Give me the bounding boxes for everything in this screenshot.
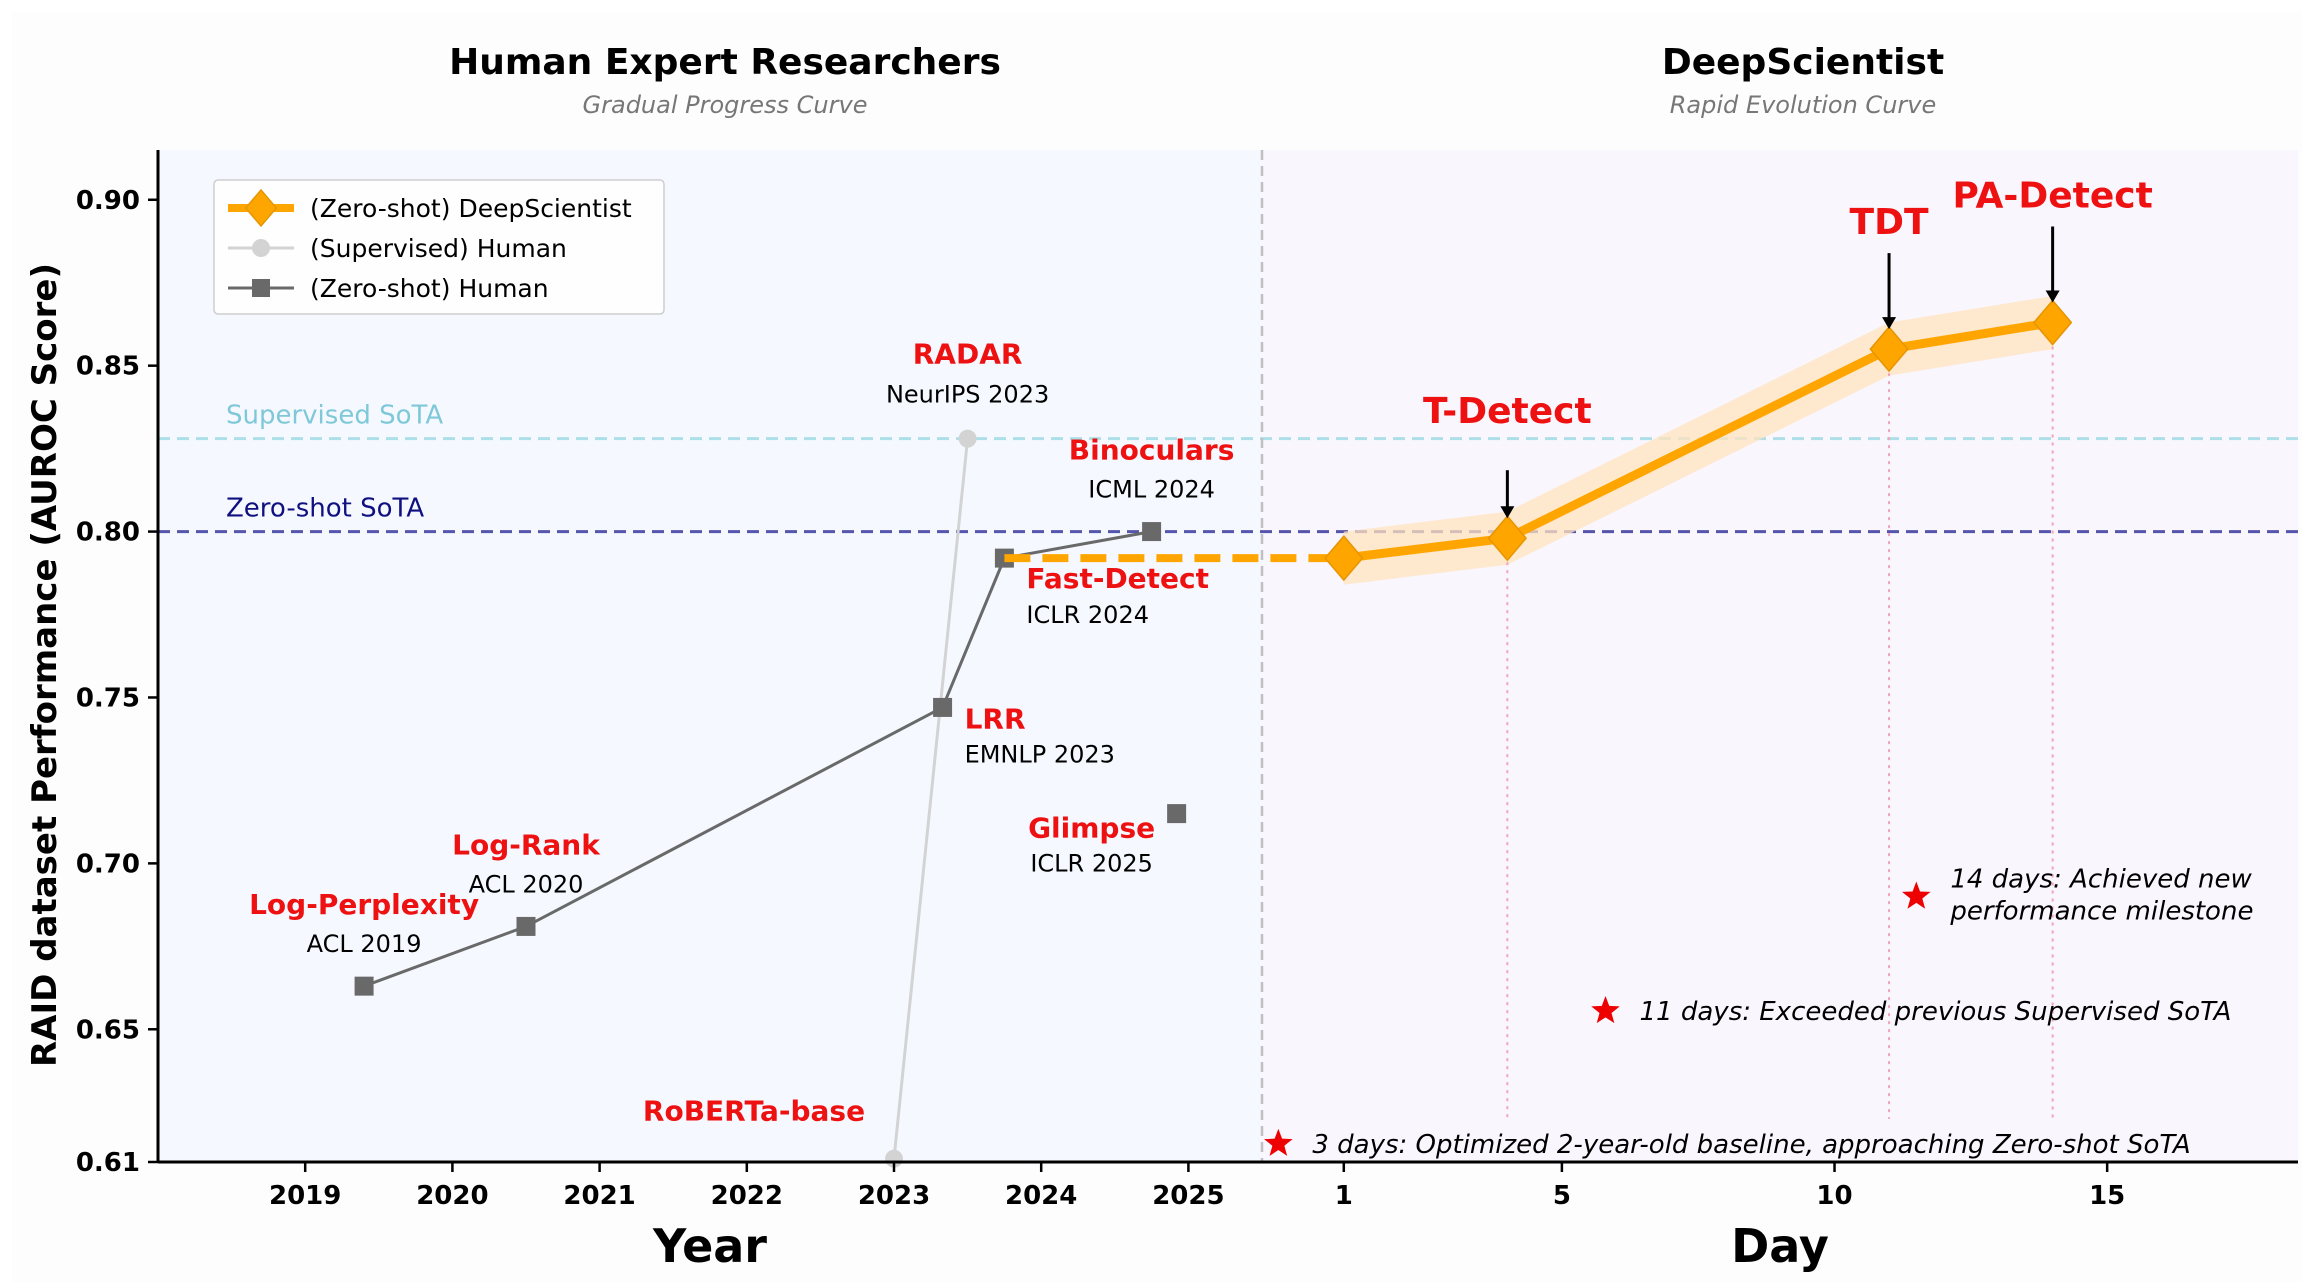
legend-circle-marker bbox=[252, 239, 270, 257]
method-label: Glimpse bbox=[1028, 812, 1155, 845]
method-label: LRR bbox=[965, 702, 1026, 735]
venue-label: ICML 2024 bbox=[1088, 476, 1215, 504]
venue-label: ACL 2019 bbox=[307, 930, 422, 958]
point-zeroshot-human bbox=[1167, 804, 1187, 824]
x-tick-label-day: 1 bbox=[1335, 1181, 1353, 1211]
x-axis-label-day: Day bbox=[1731, 1219, 1829, 1273]
axes-layer: 0.61 0.65 0.70 0.75 0.80 0.85 0.90 2019 2020 2021… bbox=[76, 150, 2298, 1211]
legend-diamond-marker bbox=[244, 188, 278, 228]
x-tick-label-year: 2019 bbox=[269, 1181, 341, 1211]
venue-label: NeurIPS 2023 bbox=[886, 381, 1049, 409]
x-tick-label-year: 2025 bbox=[1152, 1181, 1224, 1211]
venue-label: ICLR 2024 bbox=[1026, 601, 1149, 629]
x-tick-label-day: 10 bbox=[1816, 1181, 1852, 1211]
method-label: Fast-Detect bbox=[1026, 562, 1209, 595]
y-tick-label: 0.61 bbox=[76, 1148, 140, 1178]
left-panel-subtitle: Gradual Progress Curve bbox=[583, 91, 868, 119]
legend-entry-label: (Zero-shot) DeepScientist bbox=[310, 194, 632, 223]
x-tick-label-year: 2023 bbox=[858, 1181, 930, 1211]
deepscientist-method-label: PA-Detect bbox=[1952, 176, 2152, 217]
y-tick-label: 0.75 bbox=[76, 683, 140, 713]
point-deepscientist bbox=[1324, 534, 1364, 582]
legend-entry-label: (Zero-shot) Human bbox=[310, 274, 549, 303]
reference-lines bbox=[158, 150, 2298, 1162]
annotation-layer: Supervised SoTA Zero-shot SoTA RoBERTa-bas… bbox=[226, 176, 2253, 1160]
x-tick-label-year: 2022 bbox=[711, 1181, 783, 1211]
y-tick-label: 0.70 bbox=[76, 849, 140, 879]
milestone-star-icon bbox=[1264, 1128, 1293, 1156]
right-panel-subtitle: Rapid Evolution Curve bbox=[1670, 91, 1936, 119]
point-zeroshot-human bbox=[516, 916, 536, 936]
legend-entry-label: (Supervised) Human bbox=[310, 234, 567, 263]
venue-label: ACL 2020 bbox=[469, 870, 584, 898]
x-tick-label-year: 2021 bbox=[563, 1181, 635, 1211]
series-layer bbox=[354, 299, 2073, 1168]
y-tick-label: 0.90 bbox=[76, 186, 140, 216]
point-zeroshot-human bbox=[354, 976, 374, 996]
right-panel-background bbox=[1262, 150, 2298, 1162]
method-label: Binoculars bbox=[1069, 434, 1235, 467]
method-label: RADAR bbox=[913, 338, 1023, 371]
reference-line-label: Zero-shot SoTA bbox=[226, 494, 424, 524]
deepscientist-method-label: TDT bbox=[1850, 202, 1929, 243]
milestone-text: 14 days: Achieved new performance milesto… bbox=[1949, 865, 2253, 927]
point-deepscientist bbox=[2032, 299, 2073, 346]
point-zeroshot-human bbox=[933, 697, 953, 717]
venue-label: ICLR 2025 bbox=[1030, 850, 1153, 878]
point-zeroshot-human bbox=[1142, 522, 1162, 542]
x-tick-label-day: 15 bbox=[2089, 1181, 2125, 1211]
milestone-star-icon bbox=[1902, 881, 1931, 909]
venue-label: EMNLP 2023 bbox=[965, 740, 1115, 768]
annotation-arrow-head bbox=[1882, 317, 1897, 330]
x-tick-label-year: 2024 bbox=[1005, 1181, 1077, 1211]
left-panel-background bbox=[158, 150, 1262, 1162]
y-axis-label: RAID dataset Performance (AUROC Score) bbox=[25, 263, 65, 1067]
x-tick-label-year: 2020 bbox=[416, 1181, 488, 1211]
point-supervised-human bbox=[958, 429, 977, 448]
legend-square-marker bbox=[252, 279, 270, 297]
point-deepscientist bbox=[1869, 325, 1909, 373]
left-panel-title: Human Expert Researchers bbox=[449, 42, 1001, 83]
legend-box bbox=[213, 179, 665, 315]
y-tick-label: 0.85 bbox=[76, 352, 140, 382]
annotation-arrow-head bbox=[2045, 290, 2060, 303]
method-label: Log-Rank bbox=[452, 828, 601, 861]
method-label: RoBERTa-base bbox=[643, 1095, 865, 1128]
legend: (Zero-shot) DeepScientist (Supervised) Hu… bbox=[213, 179, 665, 315]
milestone-star-icon bbox=[1591, 996, 1620, 1024]
series-line-supervised-human bbox=[892, 438, 970, 1159]
deepscientist-method-label: T-Detect bbox=[1423, 391, 1592, 432]
x-axis-label-year: Year bbox=[652, 1219, 767, 1273]
point-deepscientist bbox=[1487, 515, 1528, 562]
y-tick-label: 0.80 bbox=[76, 518, 140, 548]
x-tick-label-day: 5 bbox=[1553, 1181, 1571, 1211]
milestone-text: 11 days: Exceeded previous Supervised So… bbox=[1640, 997, 2232, 1027]
annotation-arrow-head bbox=[1500, 506, 1515, 519]
milestone-text: 3 days: Optimized 2-year-old baseline, a… bbox=[1312, 1130, 2190, 1160]
reference-line-label: Supervised SoTA bbox=[226, 401, 443, 431]
method-label: Log-Perplexity bbox=[249, 888, 479, 921]
series-line-deepscientist bbox=[1343, 318, 2054, 563]
right-panel-title: DeepScientist bbox=[1662, 42, 1944, 83]
y-tick-label: 0.65 bbox=[76, 1015, 140, 1045]
